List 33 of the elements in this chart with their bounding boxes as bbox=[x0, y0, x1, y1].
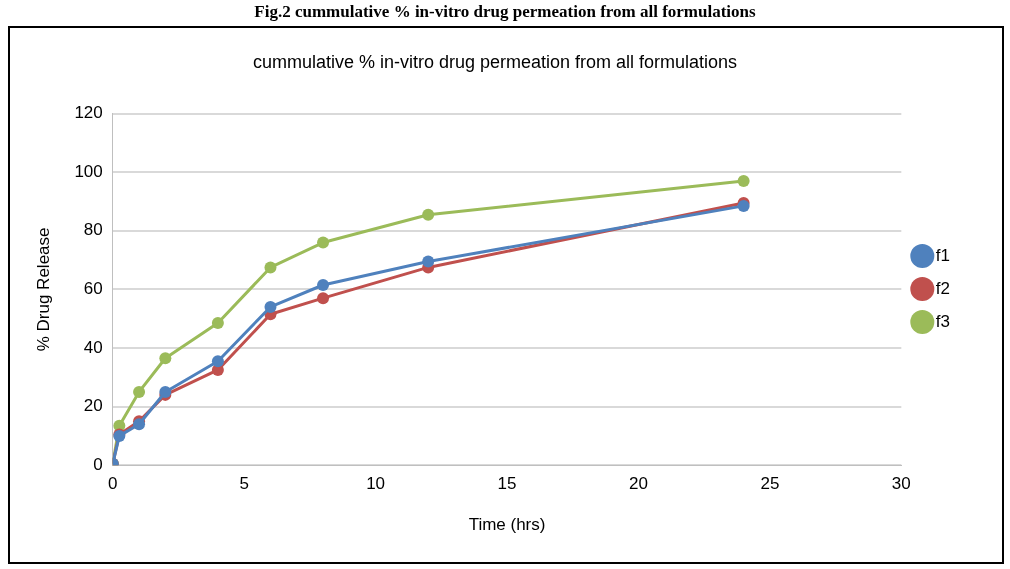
x-tick-label: 0 bbox=[108, 474, 118, 494]
point bbox=[211, 355, 224, 368]
y-tick-label: 60 bbox=[83, 279, 103, 299]
point bbox=[133, 385, 146, 398]
y-tick-label: 40 bbox=[83, 337, 103, 357]
y-tick-label: 100 bbox=[74, 161, 103, 181]
legend-label: f3 bbox=[935, 311, 951, 331]
x-tick-label: 20 bbox=[629, 474, 648, 494]
x-axis-title: Time (hrs) bbox=[468, 515, 546, 535]
x-tick-label: 30 bbox=[891, 474, 911, 494]
x-tick-label: 10 bbox=[366, 474, 386, 494]
y-tick-label: 120 bbox=[74, 103, 103, 123]
point bbox=[422, 255, 435, 268]
y-tick-label: 0 bbox=[93, 454, 103, 474]
y-axis-title: % Drug Release bbox=[33, 227, 53, 352]
chart-title: cummulative % in-vitro drug permeation from all formulations bbox=[252, 51, 738, 72]
point bbox=[737, 174, 750, 187]
y-tick-label: 80 bbox=[83, 220, 103, 240]
caption: Fig.2 cummulative % in-vitro drug permeation from all formulations bbox=[253, 1, 757, 23]
point bbox=[264, 300, 277, 313]
point bbox=[422, 208, 435, 221]
point bbox=[317, 236, 330, 249]
point bbox=[264, 261, 277, 274]
y-tick-label: 20 bbox=[83, 396, 103, 416]
point bbox=[159, 352, 172, 365]
x-tick-label: 15 bbox=[497, 474, 517, 494]
point bbox=[317, 279, 330, 292]
legend-label: f2 bbox=[935, 278, 951, 298]
x-tick-label: 25 bbox=[760, 474, 780, 494]
point bbox=[211, 317, 224, 330]
legend-label: f1 bbox=[935, 245, 951, 265]
point bbox=[317, 292, 330, 305]
x-tick-label: 5 bbox=[239, 474, 249, 494]
